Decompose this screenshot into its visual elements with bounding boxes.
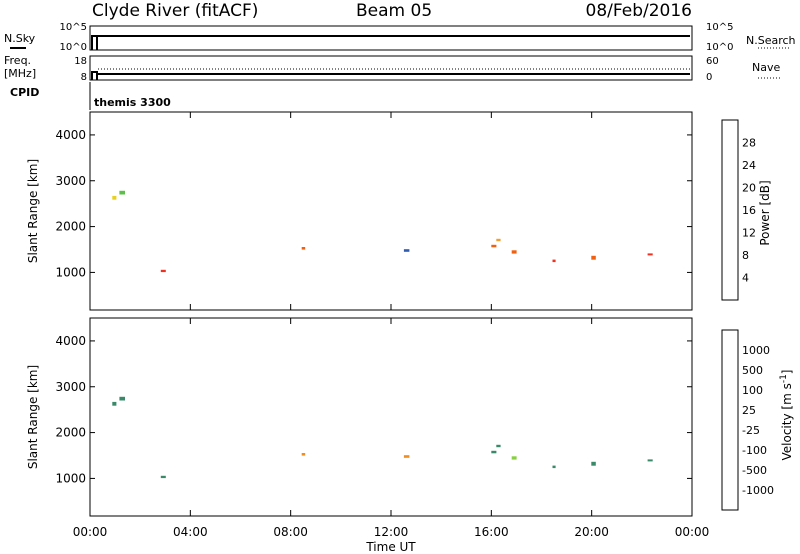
beam-title: Beam 05	[356, 1, 432, 21]
echo-cell	[403, 455, 410, 458]
y-tick-label: 2000	[55, 426, 86, 440]
power-frame	[89, 111, 693, 311]
echo-cell	[491, 450, 497, 454]
velocity-ticks: 1000 2000 3000 4000	[55, 318, 693, 516]
y-tick-label: 3000	[55, 380, 86, 394]
nsky-rtick-top: 10^5	[706, 22, 733, 33]
station-title: Clyde River (fitACF)	[92, 1, 258, 21]
power-colorbar-label: Power [dB]	[758, 180, 772, 245]
colorbar-tick-label: -1000	[742, 484, 774, 497]
velocity-ylabel: Slant Range [km]	[26, 365, 40, 469]
colorbar-tick-label: 4	[742, 272, 749, 285]
echo-cell	[496, 238, 501, 242]
x-tick-label: 00:00	[675, 525, 710, 539]
freq-label: Freq.	[4, 54, 31, 67]
power-ticks: 1000 2000 3000 4000	[55, 112, 693, 310]
echo-cell	[647, 253, 653, 256]
y-tick-label: 2000	[55, 220, 86, 234]
freq-ytick-top: 18	[74, 56, 87, 67]
freq-ytick-bottom: 8	[81, 72, 87, 83]
echo-cell	[552, 259, 556, 263]
x-tick-label: 08:00	[273, 525, 308, 539]
echo-cell	[160, 269, 166, 273]
cpid-text: themis 3300	[94, 96, 171, 109]
colorbar-tick-label: 100	[742, 384, 763, 397]
colorbar-tick-label: 25	[742, 404, 756, 417]
nsky-panel: N.Sky 10^5 10^0 10^5 10^0 N.Search	[4, 22, 796, 53]
x-axis: 00:00 04:00 08:00 12:00 16:00 20:00 00:00	[73, 525, 710, 539]
x-tick-label: 12:00	[374, 525, 409, 539]
freq-frame	[89, 55, 693, 81]
echo-cell	[511, 456, 517, 460]
freq-trace	[91, 71, 690, 80]
echo-cell	[301, 453, 306, 456]
colorbar-frame	[721, 119, 739, 301]
velocity-colorbar: -1000 -500 -100 -25 25 100 500 1000	[721, 329, 774, 511]
date-title: 08/Feb/2016	[586, 1, 692, 21]
cpid-panel: CPID themis 3300	[10, 82, 171, 110]
power-panel: 1000 2000 3000 4000 Slant Range [km] 4 8 12 16…	[26, 111, 772, 311]
colorbar-tick-label: 24	[742, 159, 756, 172]
echo-cell	[301, 247, 306, 250]
colorbar-tick-label: -100	[742, 444, 767, 457]
nsky-frame	[89, 25, 693, 51]
nsky-ytick-bottom: 10^0	[60, 42, 87, 53]
y-tick-label: 1000	[55, 471, 86, 485]
freq-panel: Freq. [MHz] 18 8 60 0 Nave	[4, 54, 780, 83]
colorbar-tick-label: 20	[742, 182, 756, 195]
colorbar-tick-label: 16	[742, 204, 756, 217]
cpid-label: CPID	[10, 86, 39, 99]
colorbar-tick-label: 1000	[742, 344, 770, 357]
x-tick-label: 00:00	[73, 525, 108, 539]
echo-cell	[647, 459, 653, 462]
nsky-rtick-bottom: 10^0	[706, 42, 733, 53]
echo-cell	[491, 244, 497, 248]
nsky-label: N.Sky	[4, 32, 36, 45]
y-tick-label: 3000	[55, 174, 86, 188]
colorbar-tick-label: -500	[742, 464, 767, 477]
colorbar-tick-label: 12	[742, 227, 756, 240]
nave-rtick-top: 60	[706, 56, 719, 67]
nsearch-label: N.Search	[746, 34, 796, 47]
echo-cell	[403, 249, 410, 252]
colorbar-frame	[721, 329, 739, 511]
nsky-ytick-top: 10^5	[60, 22, 87, 33]
echo-cell	[496, 444, 501, 448]
x-tick-label: 20:00	[574, 525, 609, 539]
nave-label: Nave	[752, 61, 780, 74]
echo-cell	[119, 190, 125, 195]
colorbar-tick-label: 8	[742, 249, 749, 262]
echo-cell	[511, 250, 517, 254]
colorbar-tick-label: 28	[742, 137, 756, 150]
y-tick-label: 4000	[55, 334, 86, 348]
velocity-cells	[112, 396, 653, 479]
power-colorbar: 4 8 12 16 20 24 28	[721, 119, 756, 301]
x-tick-label: 04:00	[173, 525, 208, 539]
x-axis-label: Time UT	[365, 540, 416, 554]
echo-cell	[112, 195, 117, 200]
nsky-trace	[91, 35, 690, 50]
x-tick-label: 16:00	[474, 525, 509, 539]
colorbar-tick-label: -25	[742, 424, 760, 437]
nave-rtick-bottom: 0	[706, 72, 712, 83]
y-tick-label: 4000	[55, 128, 86, 142]
velocity-frame	[89, 317, 693, 517]
echo-cell	[591, 255, 596, 260]
y-tick-label: 1000	[55, 265, 86, 279]
velocity-colorbar-label: Velocity [m s-1]	[779, 370, 794, 461]
echo-cell	[112, 401, 117, 406]
freq-unit: [MHz]	[4, 67, 36, 80]
power-cells	[112, 190, 653, 273]
echo-cell	[119, 396, 125, 401]
echo-cell	[160, 475, 166, 479]
echo-cell	[552, 465, 556, 469]
echo-cell	[591, 461, 596, 466]
power-ylabel: Slant Range [km]	[26, 159, 40, 263]
colorbar-tick-label: 500	[742, 364, 763, 377]
